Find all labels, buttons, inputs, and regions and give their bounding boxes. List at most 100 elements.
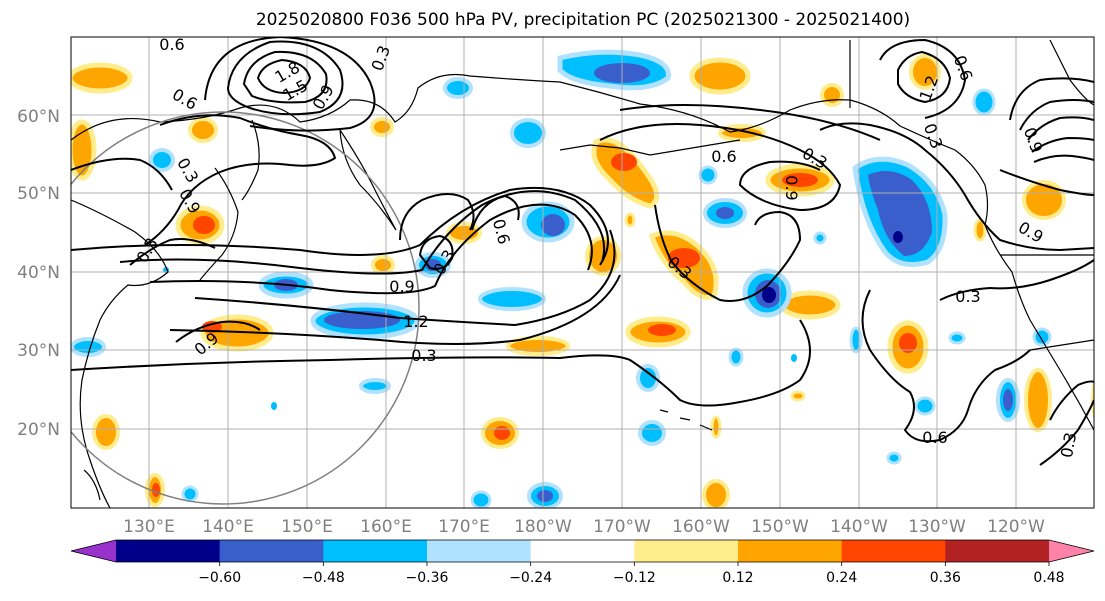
- pv-contour: [71, 319, 811, 407]
- contour-label: 0.9: [782, 175, 801, 200]
- circle-outline: [71, 111, 420, 505]
- pv-contour: [144, 114, 337, 246]
- positive-anomaly: [370, 117, 394, 137]
- colorbar-tick-label: −0.48: [302, 570, 345, 586]
- coastline: [71, 199, 169, 508]
- negative-anomaly: [638, 420, 666, 446]
- coastline: [71, 73, 1094, 431]
- lon-label: 170°W: [593, 517, 651, 537]
- positive-anomaly: [702, 479, 730, 508]
- positive-anomaly: [71, 62, 133, 94]
- lat-label: 60°N: [17, 107, 60, 127]
- strong-negative-anomaly: [541, 214, 565, 236]
- strong-positive-anomaly: [648, 324, 676, 336]
- colorbar-tick-label: −0.60: [198, 570, 241, 586]
- coastline: [199, 167, 239, 281]
- colorbar-segment: [738, 540, 843, 562]
- pv-contour: [599, 123, 842, 212]
- contour-label: 0.3: [411, 346, 436, 365]
- hawaii-islands: [659, 409, 713, 431]
- positive-anomaly: [1091, 379, 1094, 421]
- pv-contour: [861, 289, 1031, 443]
- negative-anomaly: [478, 287, 546, 311]
- pv-contour: [1033, 154, 1094, 163]
- negative-anomaly: [698, 165, 718, 185]
- contour-label: 0.6: [711, 147, 736, 166]
- positive-anomaly: [710, 415, 722, 439]
- lon-label: 150°W: [751, 517, 809, 537]
- colorbar-extend-high: [1049, 540, 1094, 562]
- positive-anomaly: [371, 255, 395, 275]
- negative-anomaly: [470, 490, 492, 508]
- negative-anomaly: [510, 118, 546, 148]
- lon-label: 120°W: [987, 517, 1045, 537]
- positive-anomaly: [1024, 368, 1052, 432]
- coastline: [559, 139, 741, 156]
- border: [1029, 339, 1094, 351]
- lon-label: 130°W: [908, 517, 966, 537]
- map-panel: 0.6 1.8 1.5 0.9 0.3 0.6 0.3 0.9 0.3 0.9 …: [71, 37, 1094, 508]
- contour-label: 0.3: [1057, 431, 1080, 459]
- negative-anomaly: [443, 77, 473, 99]
- pv-contour: [71, 186, 609, 266]
- coastline: [83, 469, 101, 501]
- colorbar-segment: [530, 540, 635, 562]
- positive-anomaly: [1022, 180, 1066, 220]
- pv-contour: [999, 169, 1094, 196]
- pv-contour: [654, 204, 802, 302]
- pv-contour: [175, 320, 261, 343]
- colorbar-tick-label: −0.12: [613, 570, 656, 586]
- lon-label: 140°E: [202, 517, 254, 537]
- pv-contours: [71, 37, 1094, 466]
- lon-label: 180°W: [514, 517, 572, 537]
- positive-anomaly: [909, 54, 941, 90]
- extreme-negative-anomaly: [762, 287, 776, 303]
- contour-label: 0.3: [955, 287, 980, 306]
- lon-label: 160°E: [360, 517, 412, 537]
- pv-contour: [1031, 136, 1094, 153]
- pv-contour: [939, 259, 1094, 301]
- strong-positive-anomaly: [668, 248, 700, 268]
- positive-anomaly: [92, 414, 120, 450]
- colorbar-tick-label: 0.12: [722, 570, 753, 586]
- colorbar-segment: [634, 540, 739, 562]
- gridlines: [71, 37, 1094, 508]
- strong-negative-anomaly: [868, 171, 932, 256]
- colorbar-segment: [427, 540, 532, 562]
- pv-contour: [897, 50, 952, 104]
- pv-contour: [1049, 380, 1094, 421]
- colorbar-outline: [70, 539, 1095, 563]
- lon-label: 140°W: [830, 517, 888, 537]
- colorbar-segment: [219, 540, 324, 562]
- pv-contour: [1039, 399, 1094, 466]
- negative-anomaly: [271, 402, 277, 410]
- colorbar-tick-label: −0.36: [406, 570, 449, 586]
- lat-label: 50°N: [17, 184, 60, 204]
- positive-anomaly: [973, 218, 987, 242]
- colorbar: −0.60 −0.48 −0.36 −0.24 −0.12 0.12 0.24 0.36 0.4…: [70, 539, 1095, 586]
- map-frame: [70, 36, 1095, 509]
- latitude-labels: 60°N 50°N 40°N 30°N 20°N: [17, 107, 60, 440]
- strong-negative-anomaly: [716, 207, 734, 219]
- strong-negative-anomaly: [1003, 389, 1013, 411]
- coastlines: [71, 39, 1094, 508]
- colorbar-segment: [323, 540, 428, 562]
- negative-anomaly: [71, 337, 106, 357]
- colorbar-segment: [945, 540, 1050, 562]
- colorbar-tick-label: 0.24: [826, 570, 857, 586]
- negative-anomaly: [791, 354, 797, 362]
- lon-label: 130°E: [123, 517, 175, 537]
- pv-contour: [879, 38, 967, 119]
- negative-anomaly: [636, 364, 660, 392]
- negative-anomaly: [359, 378, 391, 394]
- pv-contour: [471, 194, 520, 231]
- pv-contour: [418, 234, 454, 270]
- negative-anomaly: [886, 451, 902, 465]
- pv-contour: [1019, 99, 1094, 131]
- pv-contour: [194, 229, 616, 327]
- strong-positive-anomaly: [611, 153, 637, 171]
- lat-label: 40°N: [17, 263, 60, 283]
- pv-contour: [1027, 116, 1094, 141]
- positive-anomaly: [820, 83, 844, 107]
